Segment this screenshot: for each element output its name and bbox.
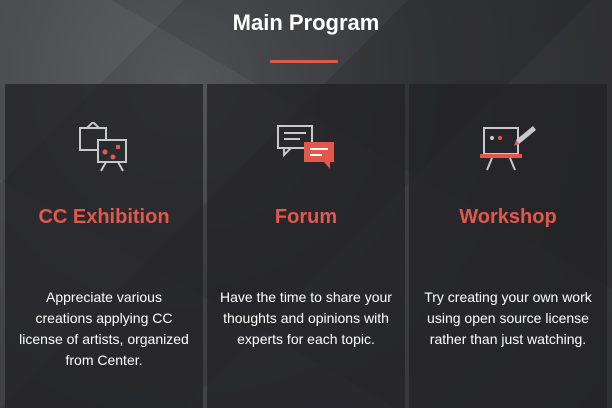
forum-chat-icon [276,122,336,172]
section-header: Main Program [0,0,612,80]
workshop-board-icon [478,122,538,172]
card-description: Try creating your own work using open so… [424,289,592,347]
card-title: Forum [274,206,338,228]
card-description: Appreciate various creations applying CC… [19,289,189,368]
card-description: Have the time to share your thoughts and… [220,289,392,347]
card-title: Workshop [459,206,557,228]
program-card-forum[interactable]: Forum Have the time to share your though… [207,84,405,408]
program-card-cc-exhibition[interactable]: CC Exhibition Appreciate various creatio… [5,84,203,408]
program-card-workshop[interactable]: Workshop Try creating your own work usin… [409,84,607,408]
program-cards: CC Exhibition Appreciate various creatio… [5,84,607,408]
card-title: CC Exhibition [38,206,170,228]
exhibition-icon [74,120,134,172]
page-title: Main Program [232,10,380,35]
title-underline [270,60,338,63]
